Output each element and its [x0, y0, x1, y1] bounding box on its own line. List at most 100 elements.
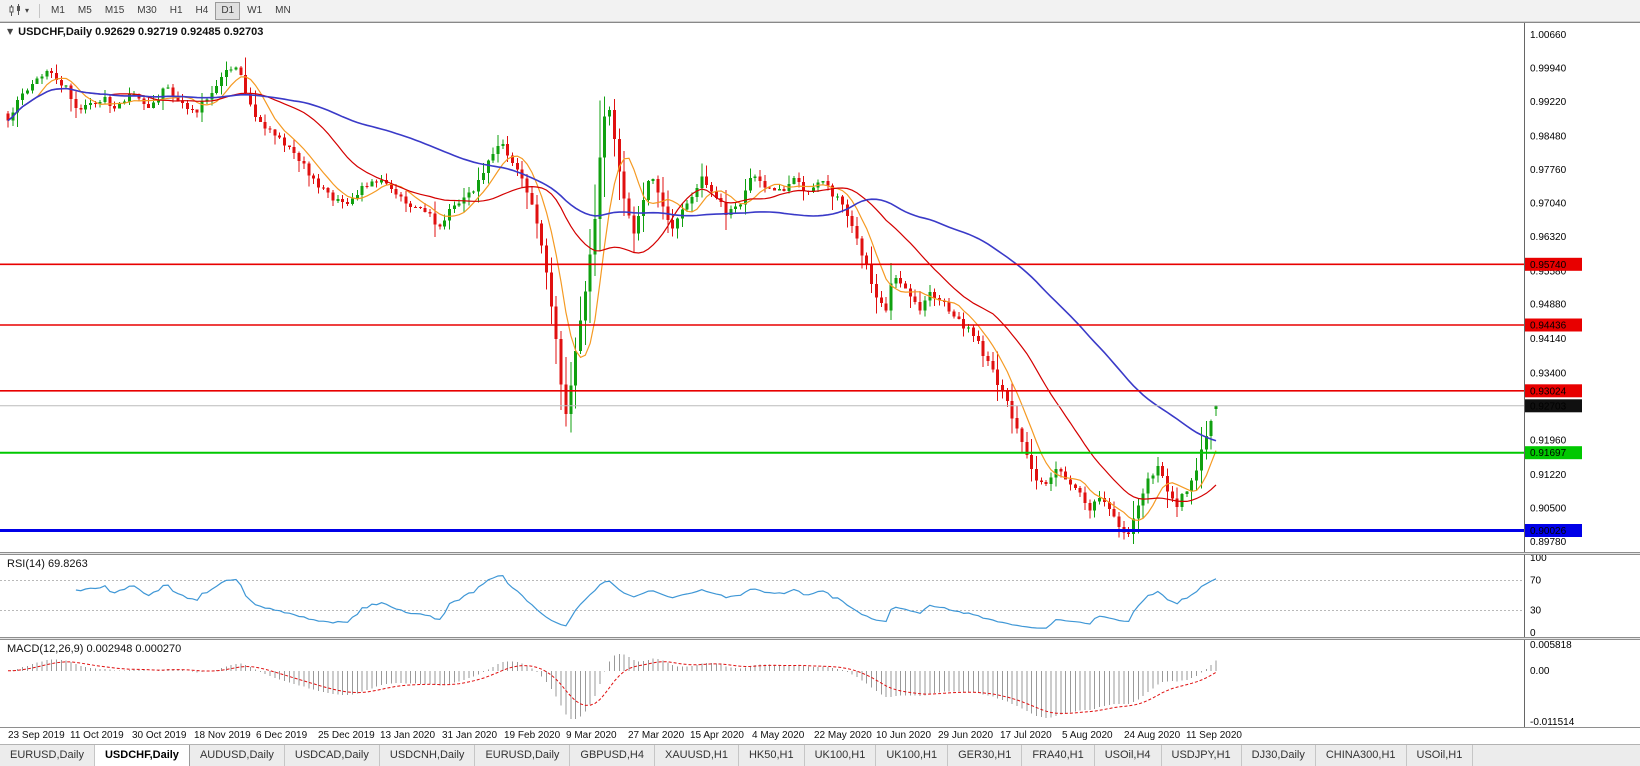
rsi-panel[interactable]: RSI(14) 69.8263 100 70 30 0: [0, 555, 1640, 637]
svg-text:0.93024: 0.93024: [1530, 386, 1567, 397]
date-label: 15 Apr 2020: [690, 730, 744, 741]
timeframe-button-m30[interactable]: M30: [137, 4, 157, 16]
date-label: 22 May 2020: [814, 730, 872, 741]
svg-text:0.96320: 0.96320: [1530, 232, 1567, 243]
date-label: 19 Feb 2020: [504, 730, 561, 741]
timeframe-button-h4[interactable]: H4: [195, 4, 209, 16]
date-label: 11 Sep 2020: [1186, 730, 1242, 741]
svg-text:0.92703: 0.92703: [1530, 401, 1567, 412]
candlestick-chart[interactable]: 1.00660 0.99940 0.99220 0.98480 0.97760 0.970…: [0, 23, 1640, 552]
candles-group: [6, 57, 1218, 544]
chart-tab-hk50h1[interactable]: HK50,H1: [739, 745, 805, 766]
chart-tab-usdcaddaily[interactable]: USDCAD,Daily: [285, 745, 380, 766]
date-label: 6 Dec 2019: [256, 730, 308, 741]
timeframe-button-m1[interactable]: M1: [51, 4, 65, 16]
timeframe-button-w1[interactable]: W1: [247, 4, 263, 16]
svg-text:0.99940: 0.99940: [1530, 64, 1567, 75]
timeframe-button-d1[interactable]: D1: [215, 1, 241, 20]
date-label: 18 Nov 2019: [194, 730, 251, 741]
timeframe-buttons: M1 M5 M15 M30 H1 H4 D1 W1 MN: [45, 1, 297, 20]
timeframe-button-h1[interactable]: H1: [169, 4, 183, 16]
chart-type-button[interactable]: ▾: [3, 2, 34, 19]
toolbar-separator: [39, 3, 41, 18]
date-label: 10 Jun 2020: [876, 730, 932, 741]
symbol-quote-text: USDCHF,Daily 0.92629 0.92719 0.92485 0.9…: [18, 26, 264, 38]
chart-tab-usdchfdaily[interactable]: USDCHF,Daily: [94, 745, 190, 766]
rsi-label-row: RSI(14) 69.8263: [7, 558, 88, 570]
svg-text:0.94436: 0.94436: [1530, 321, 1567, 332]
date-label: 13 Jan 2020: [380, 730, 436, 741]
svg-text:0.90026: 0.90026: [1530, 526, 1567, 537]
chart-tab-china300h1[interactable]: CHINA300,H1: [1316, 745, 1407, 766]
macd-label: MACD(12,26,9) 0.002948 0.000270: [7, 643, 182, 655]
svg-text:70: 70: [1530, 576, 1542, 587]
svg-text:0.97760: 0.97760: [1530, 165, 1567, 176]
chart-tab-gbpusdh4[interactable]: GBPUSD,H4: [570, 745, 655, 766]
timeframe-toolbar: ▾ M1 M5 M15 M30 H1 H4 D1 W1 MN: [0, 0, 1640, 22]
date-label: 30 Oct 2019: [132, 730, 187, 741]
macd-panel[interactable]: MACD(12,26,9) 0.002948 0.000270 0.005818…: [0, 640, 1640, 727]
svg-text:0.00: 0.00: [1530, 666, 1550, 677]
chart-tab-audusddaily[interactable]: AUDUSD,Daily: [190, 745, 285, 766]
chart-tab-eurusddaily[interactable]: EURUSD,Daily: [0, 745, 95, 766]
macd-histogram: [12, 653, 1217, 719]
dropdown-caret-icon: ▾: [25, 5, 30, 15]
rsi-chart: 100 70 30 0: [0, 555, 1547, 637]
macd-label-row: MACD(12,26,9) 0.002948 0.000270: [7, 643, 181, 655]
chart-tab-dj30daily[interactable]: DJ30,Daily: [1242, 745, 1316, 766]
svg-text:0: 0: [1530, 628, 1536, 637]
main-panel[interactable]: ▼ USDCHF,Daily 0.92629 0.92719 0.92485 0…: [0, 23, 1640, 552]
time-axis: 23 Sep 2019 11 Oct 2019 30 Oct 2019 18 Nov …: [0, 727, 1640, 744]
date-label: 27 Mar 2020: [628, 730, 685, 741]
date-label: 5 Aug 2020: [1062, 730, 1113, 741]
macd-chart: 0.005818 0.00 -0.011514: [7, 640, 1575, 727]
chart-tab-usoilh1[interactable]: USOil,H1: [1407, 745, 1474, 766]
svg-text:0.91220: 0.91220: [1530, 470, 1567, 481]
chart-tabs: EURUSD,Daily USDCHF,Daily AUDUSD,Daily USDC…: [0, 744, 1640, 766]
chart-tab-usoilh4[interactable]: USOil,H4: [1095, 745, 1162, 766]
chart-tab-ger30h1[interactable]: GER30,H1: [948, 745, 1023, 766]
svg-text:100: 100: [1530, 555, 1547, 564]
svg-text:0.94880: 0.94880: [1530, 299, 1567, 310]
date-label: 11 Oct 2019: [70, 730, 124, 741]
timeframe-button-m15[interactable]: M15: [104, 4, 125, 16]
chart-tab-uk100h1[interactable]: UK100,H1: [805, 745, 877, 766]
chart-window: ▼ USDCHF,Daily 0.92629 0.92719 0.92485 0…: [0, 22, 1640, 744]
date-label: 25 Dec 2019: [318, 730, 375, 741]
svg-text:0.90500: 0.90500: [1530, 503, 1567, 514]
svg-text:1.00660: 1.00660: [1530, 30, 1567, 41]
chart-tab-fra40h1[interactable]: FRA40,H1: [1022, 745, 1095, 766]
svg-text:0.95740: 0.95740: [1530, 260, 1567, 271]
date-label: 23 Sep 2019: [8, 730, 65, 741]
svg-text:0.94140: 0.94140: [1530, 334, 1567, 345]
symbol-quote-line: ▼ USDCHF,Daily 0.92629 0.92719 0.92485 0…: [7, 26, 263, 38]
panel-splitter-rsi[interactable]: [0, 552, 1640, 555]
date-label: 17 Jul 2020: [1000, 730, 1052, 741]
svg-text:0.98480: 0.98480: [1530, 132, 1567, 143]
chart-tab-uk100h1[interactable]: UK100,H1: [876, 745, 949, 766]
date-label: 4 May 2020: [752, 730, 805, 741]
candlestick-chart-icon: [9, 4, 20, 16]
svg-text:0.91697: 0.91697: [1530, 448, 1567, 459]
date-label: 29 Jun 2020: [938, 730, 994, 741]
chart-tab-usdcnhdaily[interactable]: USDCNH,Daily: [380, 745, 476, 766]
chart-tab-xauusdh1[interactable]: XAUUSD,H1: [655, 745, 739, 766]
svg-text:0.005818: 0.005818: [1530, 640, 1572, 651]
rsi-label: RSI(14) 69.8263: [7, 558, 88, 570]
timeframe-button-mn[interactable]: MN: [275, 4, 291, 16]
svg-text:0.91960: 0.91960: [1530, 435, 1567, 446]
timeframe-button-m5[interactable]: M5: [77, 4, 92, 16]
svg-text:0.97040: 0.97040: [1530, 199, 1567, 210]
symbol-marker-icon: ▼: [7, 27, 14, 36]
svg-text:0.93400: 0.93400: [1530, 368, 1567, 379]
date-label: 24 Aug 2020: [1124, 730, 1181, 741]
svg-text:-0.011514: -0.011514: [1530, 717, 1575, 727]
date-label: 31 Jan 2020: [442, 730, 498, 741]
chart-tab-eurusddaily[interactable]: EURUSD,Daily: [475, 745, 571, 766]
chart-tab-usdjpyh1[interactable]: USDJPY,H1: [1162, 745, 1242, 766]
date-label: 9 Mar 2020: [566, 730, 617, 741]
svg-text:0.95580: 0.95580: [1530, 267, 1567, 278]
panel-splitter-macd[interactable]: [0, 637, 1640, 640]
svg-text:0.89780: 0.89780: [1530, 537, 1567, 548]
svg-text:0.99220: 0.99220: [1530, 97, 1567, 108]
